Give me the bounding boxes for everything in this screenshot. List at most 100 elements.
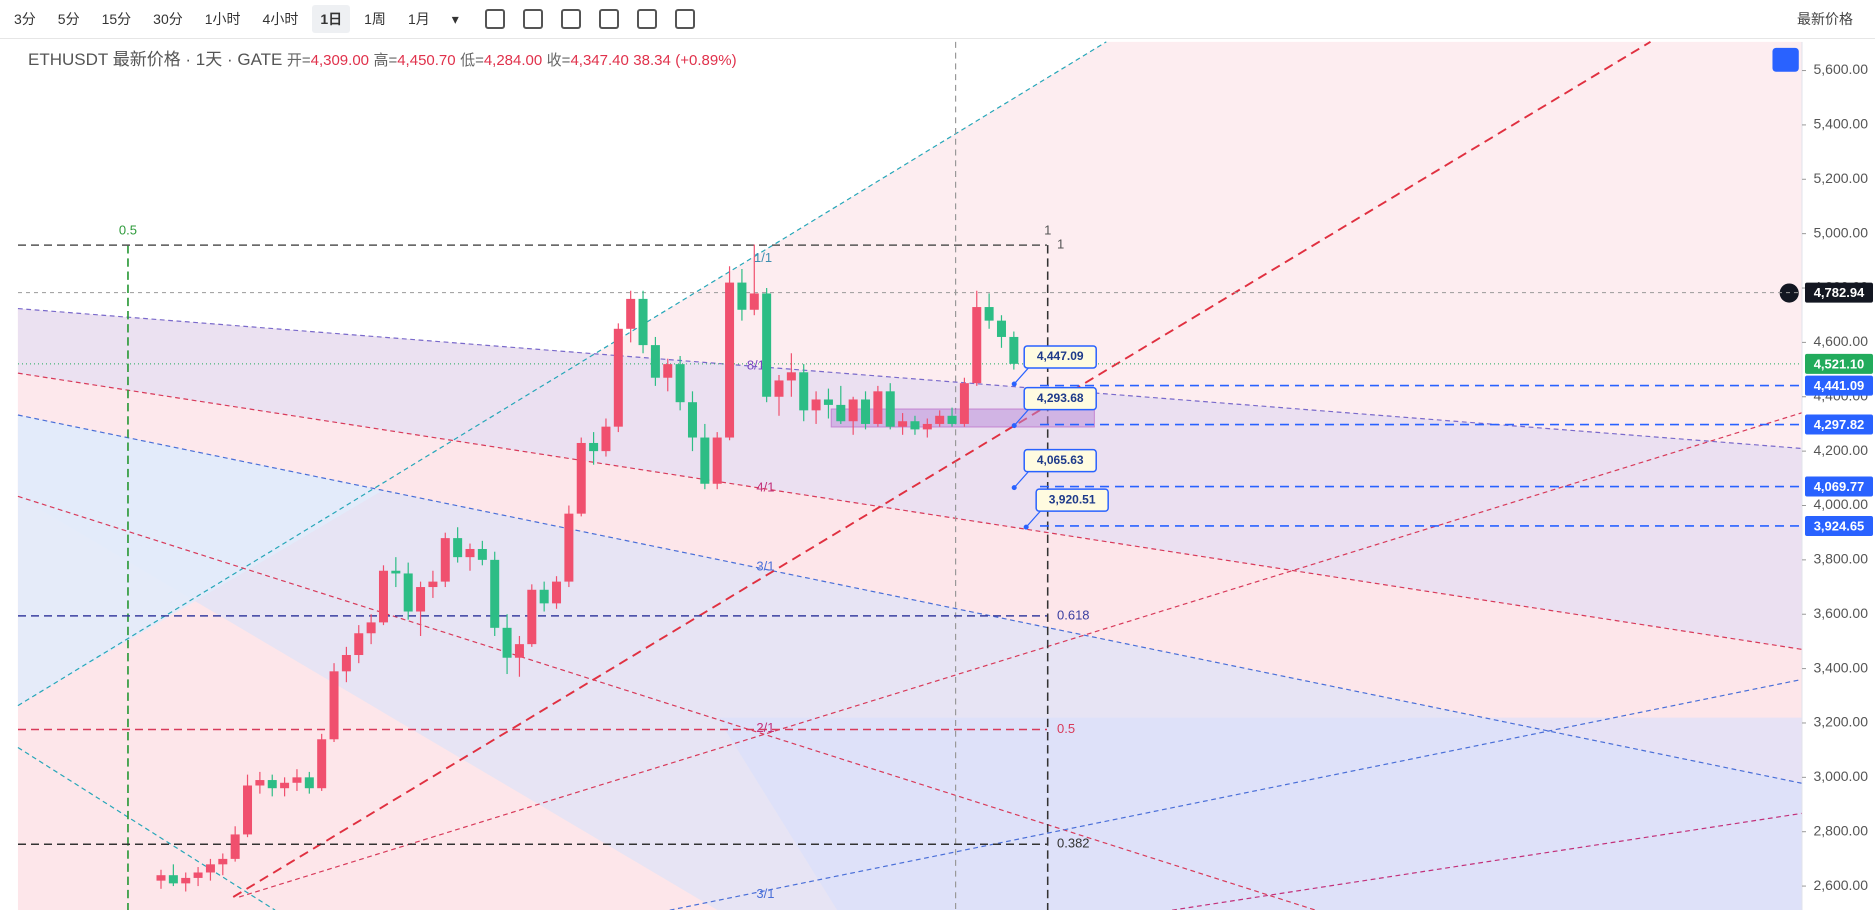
candle: [329, 663, 339, 742]
candle: [255, 771, 265, 794]
candle: [601, 418, 611, 457]
toolbar-item[interactable]: 1周: [364, 11, 386, 27]
candle: [922, 418, 932, 438]
candle: [428, 570, 438, 598]
candle-body: [527, 589, 537, 645]
y-tick-label: 3,800.00: [1814, 551, 1869, 567]
toolbar-item[interactable]: ▾: [451, 10, 459, 27]
candle-body: [317, 739, 327, 789]
gann-label: 8/1: [747, 357, 765, 372]
candle-body: [725, 282, 735, 438]
y-tick-label: 3,000.00: [1814, 768, 1869, 784]
candle-body: [218, 858, 228, 865]
price-tag-label: 4,782.94: [1814, 285, 1865, 300]
candle-body: [490, 559, 500, 628]
toolbar-item[interactable]: 1日: [312, 5, 351, 33]
toolbar-item[interactable]: 4小时: [262, 11, 299, 27]
candle: [984, 293, 994, 329]
legend-part: 38.34: [633, 52, 671, 69]
candle: [687, 391, 697, 452]
candle: [1009, 331, 1019, 370]
candle-body: [514, 644, 524, 658]
price-tag-label: 4,521.10: [1814, 356, 1865, 371]
candle: [230, 826, 240, 862]
price-tag: [1805, 282, 1873, 303]
tool-icon[interactable]: [522, 9, 543, 29]
tool-icon[interactable]: [598, 9, 619, 29]
legend-part: 低=: [460, 52, 484, 69]
callout-label: 4,293.68: [1037, 391, 1084, 405]
candle: [527, 584, 537, 647]
candle: [366, 614, 376, 645]
candle-body: [440, 538, 450, 582]
candle: [280, 777, 290, 797]
candle: [774, 375, 784, 416]
candle: [552, 576, 562, 609]
price-tag: [1805, 515, 1873, 536]
candle-body: [589, 442, 599, 452]
candle-body: [576, 442, 586, 514]
candle: [403, 562, 413, 620]
candle-body: [292, 777, 302, 783]
candle: [243, 774, 253, 838]
candle: [354, 625, 364, 664]
candle-body: [972, 307, 982, 384]
candle: [181, 872, 191, 892]
toolbar-item[interactable]: 15分: [101, 11, 132, 27]
price-tag: [1805, 353, 1873, 374]
legend: ETHUSDT 最新价格 · 1天 · GATE 开=4,309.00 高=4,…: [28, 50, 737, 69]
gann-label: 1/1: [754, 250, 772, 265]
legend-part: 4,450.70: [397, 52, 455, 69]
candle: [650, 336, 660, 386]
toolbar-item[interactable]: 1月: [407, 11, 430, 27]
candle: [972, 290, 982, 386]
candle: [440, 532, 450, 588]
gann-label: 0.5: [119, 222, 137, 237]
candle-body: [848, 399, 858, 422]
candle: [218, 853, 228, 876]
callout-point: [1011, 381, 1017, 387]
candle-body: [243, 785, 253, 835]
tool-icon[interactable]: [560, 9, 581, 29]
candle-body: [910, 421, 920, 430]
candle: [490, 551, 500, 636]
candle-body: [304, 777, 314, 789]
candle: [292, 769, 302, 791]
toolbar-item[interactable]: 最新价格: [1797, 11, 1853, 27]
toolbar-item[interactable]: 30分: [153, 11, 183, 27]
toolbar-item[interactable]: 3分: [14, 11, 36, 27]
candle: [836, 385, 846, 424]
tool-icon[interactable]: [674, 9, 695, 29]
candle: [823, 388, 833, 419]
candle-body: [366, 622, 376, 634]
legend-part: ETHUSDT 最新价格 · 1天 · GATE: [28, 50, 282, 69]
candle-body: [230, 834, 240, 859]
candle: [267, 774, 277, 797]
candle-body: [873, 391, 883, 424]
candle-body: [700, 437, 710, 484]
y-tick-label: 5,000.00: [1814, 224, 1869, 240]
candle-body: [922, 423, 932, 430]
toolbar-item[interactable]: 5分: [57, 11, 80, 27]
candle: [786, 353, 796, 397]
candle-body: [811, 399, 821, 411]
candle: [873, 385, 883, 427]
callout-box: [1035, 488, 1109, 512]
candle-body: [539, 589, 549, 604]
candle: [675, 355, 685, 411]
candle-body: [156, 875, 166, 881]
candle-body: [329, 671, 339, 740]
tool-icon[interactable]: [636, 9, 657, 29]
candle: [589, 432, 599, 465]
candle-body: [267, 780, 277, 789]
gann-drawing: [17, 41, 1803, 910]
candle: [959, 377, 969, 427]
toolbar-item[interactable]: 1小时: [204, 11, 241, 27]
candle-body: [181, 877, 191, 884]
candle-body: [255, 780, 265, 786]
tool-icon[interactable]: [484, 9, 505, 29]
candle-body: [477, 548, 487, 560]
candle: [848, 396, 858, 435]
